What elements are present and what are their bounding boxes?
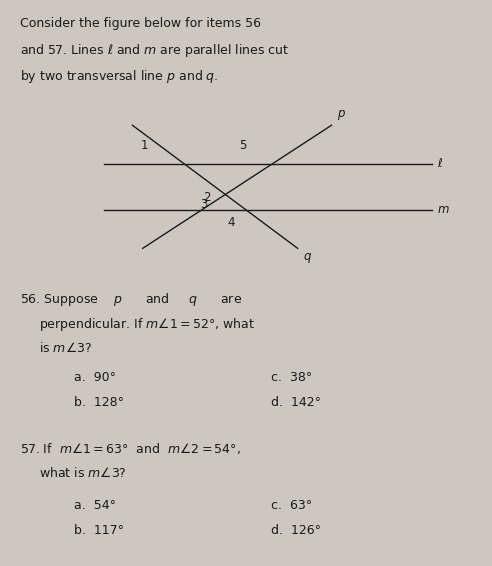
Text: by two transversal line $p$ and $q$.: by two transversal line $p$ and $q$. (20, 68, 218, 85)
Text: c.  38°: c. 38° (271, 371, 312, 384)
Text: 5: 5 (240, 139, 246, 152)
Text: 1: 1 (141, 139, 149, 152)
Text: c.  63°: c. 63° (271, 499, 312, 512)
Text: b.  128°: b. 128° (74, 396, 124, 409)
Text: and 57. Lines $\ell$ and $m$ are parallel lines cut: and 57. Lines $\ell$ and $m$ are paralle… (20, 42, 289, 59)
Text: d.  126°: d. 126° (271, 524, 321, 537)
Text: is $m\angle 3$?: is $m\angle 3$? (39, 341, 92, 355)
Text: b.  117°: b. 117° (74, 524, 124, 537)
Text: $q$: $q$ (303, 251, 311, 265)
Text: $p$: $p$ (337, 108, 345, 122)
Text: $m$: $m$ (437, 203, 450, 216)
Text: d.  142°: d. 142° (271, 396, 321, 409)
Text: perpendicular. If $m\angle 1 = 52°$, what: perpendicular. If $m\angle 1 = 52°$, wha… (39, 316, 255, 333)
Text: 3: 3 (200, 198, 207, 211)
Text: 56. Suppose    $p$      and     $q$      are: 56. Suppose $p$ and $q$ are (20, 291, 242, 308)
Text: a.  54°: a. 54° (74, 499, 116, 512)
Text: 57. If  $m\angle 1 = 63°$  and  $m\angle 2 = 54°$,: 57. If $m\angle 1 = 63°$ and $m\angle 2 … (20, 441, 241, 457)
Text: Consider the figure below for items 56: Consider the figure below for items 56 (20, 17, 261, 30)
Text: a.  90°: a. 90° (74, 371, 116, 384)
Text: 2: 2 (203, 191, 211, 204)
Text: what is $m\angle 3$?: what is $m\angle 3$? (39, 466, 127, 481)
Text: 4: 4 (227, 216, 235, 229)
Text: $\ell$: $\ell$ (437, 157, 443, 170)
